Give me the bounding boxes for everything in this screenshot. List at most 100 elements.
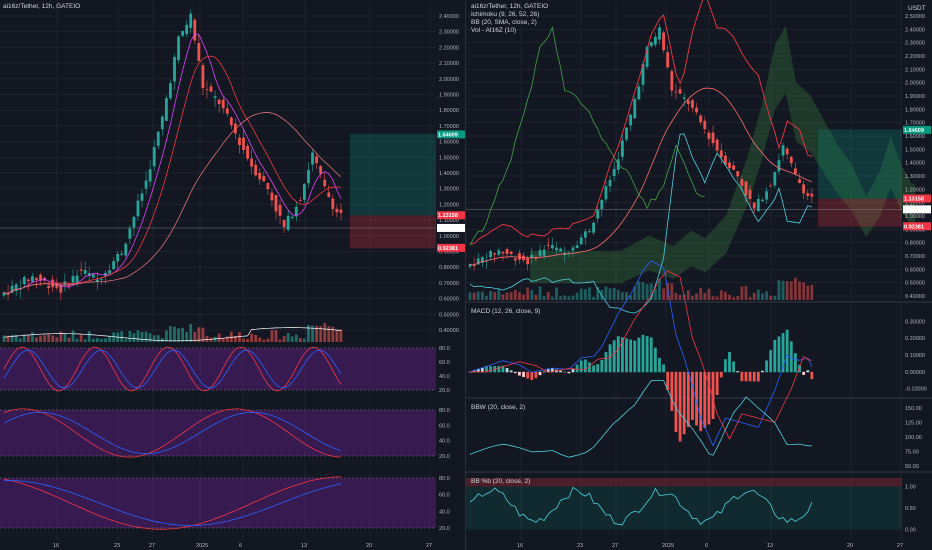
candle-body [571,247,575,251]
volume-bar [39,335,42,342]
volume-bar [31,332,34,342]
bbw-tick: 150.00 [905,406,922,412]
volume-bar [327,326,331,342]
volume-bar [181,327,185,342]
volume-bar [87,331,91,342]
volume-bar [91,338,95,342]
macd-histogram-bar [592,365,595,373]
left-chart-canvas[interactable]: 2.40000 2.30000 2.20000 2.10000 2.00000 1.900… [0,0,466,550]
macd-histogram-bar [526,371,530,379]
candle-body [136,200,140,217]
macd-histogram-bar [781,333,785,373]
candle-body [686,100,690,105]
macd-histogram-bar [736,371,740,373]
candle-body [802,184,806,194]
volume-bar [621,292,624,300]
candle-body [242,137,245,150]
volume-bar [752,293,756,300]
candle-body [798,179,801,184]
price-tick: 0.40000 [905,294,925,300]
bbw-tick: 125.00 [905,421,922,427]
macd-histogram-bar [678,371,682,442]
long-position-loss-zone [818,198,902,227]
price-tick: 1.40000 [439,171,459,177]
candle-body [100,279,103,281]
volume-bar [282,336,286,342]
macd-histogram-bar [542,371,546,373]
volume-bar [579,288,583,300]
macd-histogram-bar [579,360,583,373]
volume-bar [55,337,59,342]
candle-body [148,169,152,182]
volume-bar [732,297,736,300]
oscillator-d-line [3,480,341,526]
candle-body [339,209,343,213]
candle-body [719,150,723,158]
long-position-profit-zone [350,133,436,216]
macd-histogram-bar [691,371,694,420]
volume-bar [637,281,641,300]
candle-body [152,147,156,167]
candle-body [83,269,87,274]
right-chart-panel[interactable]: 2.50000 2.40000 2.30000 2.20000 2.10000 2.000… [466,0,932,550]
volume-bar [270,330,274,342]
candle-body [493,253,497,255]
volume-bar [201,327,205,342]
line-price-label: 1.05000 [438,226,458,232]
time-tick: 16 [517,543,523,549]
right-chart-canvas[interactable]: 2.50000 2.40000 2.30000 2.20000 2.10000 2.000… [466,0,932,550]
candle-body [14,284,18,291]
ichimoku-lagging-span [469,26,705,246]
candle-body [286,215,290,230]
osc-tick: 60.0 [439,360,450,366]
volume-bar [124,339,128,342]
candle-body [266,182,270,190]
time-tick: 20 [847,543,853,549]
right-chart-title: ai16z/Tether, 12h, GATEIO [471,3,548,10]
macd-tick: 0.00000 [905,370,925,376]
volume-bar [592,296,595,300]
price-tick: 1.00000 [439,234,459,240]
osc-tick: 40.0 [439,509,450,515]
price-tick: 1.90000 [439,93,459,99]
volume-bar [290,336,294,342]
candle-body [732,165,736,170]
candle-body [10,285,14,293]
price-tick: 2.10000 [439,61,459,67]
volume-bar [744,286,748,300]
macd-histogram-bar [621,337,624,373]
macd-histogram-bar [518,371,521,376]
volume-bar [691,295,694,300]
volume-bar [789,281,793,300]
panel-divider [465,0,466,550]
candle-body [132,216,136,228]
current-price-label: 1.13158 [904,197,924,203]
macd-line [469,260,813,447]
price-tick: 2.40000 [905,27,925,33]
price-tick: 2.00000 [439,77,459,83]
candle-body [22,277,26,285]
candle-body [298,200,302,202]
bbw-title: BBW (20, close, 2) [471,404,525,411]
candle-body [323,179,327,187]
candle-body [319,166,323,174]
legend-volume: Vol - AI16Z (10) [471,27,516,34]
price-tick: 1.00000 [905,214,925,220]
volume-bar [294,334,298,342]
candle-body [108,270,111,274]
candle-body [246,145,249,159]
volume-bar [35,337,38,342]
macd-histogram-bar [777,336,781,373]
candle-body [592,222,595,233]
candle-body [588,231,591,233]
candle-body [765,191,768,200]
osc-tick: 20.0 [439,526,450,532]
left-chart-panel[interactable]: 2.40000 2.30000 2.20000 2.10000 2.00000 1.900… [0,0,466,550]
volume-bar [761,293,764,300]
line-price-label: 1.05000 [904,207,924,213]
macd-histogram-bar [756,371,760,382]
macd-histogram-bar [559,370,563,373]
volume-bar [274,330,278,342]
volume-bar [777,280,781,300]
volume-bar [806,285,810,300]
